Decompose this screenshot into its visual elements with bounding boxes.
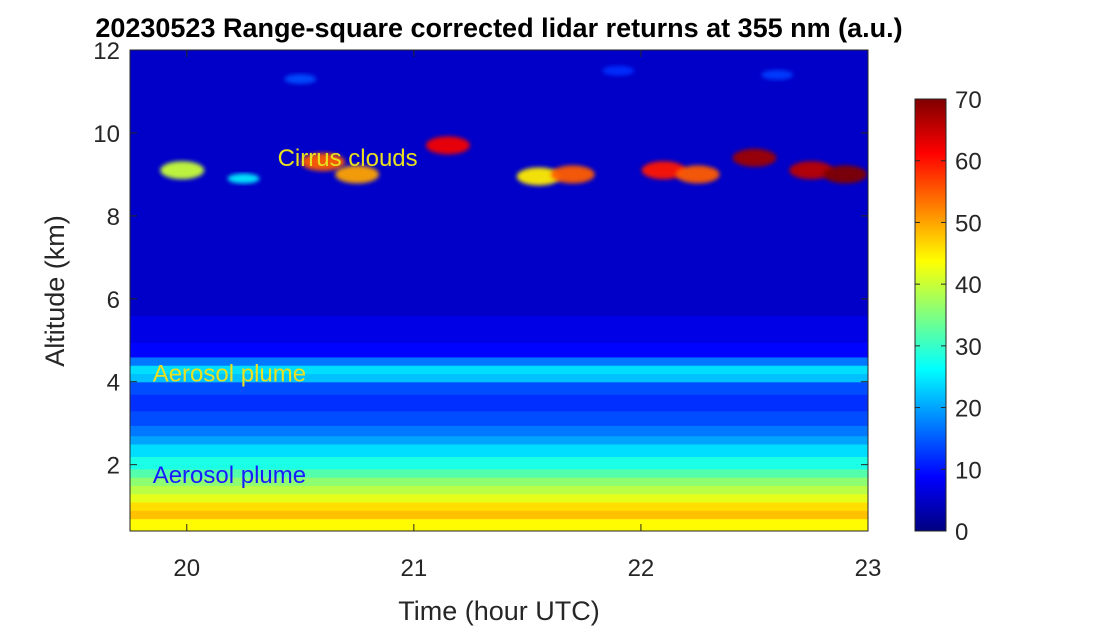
colorbar-tick-label: 70 xyxy=(955,87,982,114)
y-tick-label: 12 xyxy=(93,38,120,65)
altitude-layer xyxy=(130,365,868,375)
cirrus-patch xyxy=(227,173,260,184)
altitude-layer xyxy=(130,485,868,495)
cirrus-patch xyxy=(335,165,380,184)
x-tick-label: 23 xyxy=(855,555,882,582)
x-axis: 20 21 22 23 xyxy=(173,50,881,582)
altitude-layer xyxy=(130,381,868,395)
cirrus-patch xyxy=(301,152,346,171)
y-tick-label: 8 xyxy=(107,204,120,231)
cirrus-patch xyxy=(732,148,777,167)
cirrus-patch xyxy=(160,161,205,180)
cirrus-patch xyxy=(550,165,595,184)
altitude-layer xyxy=(130,425,868,437)
altitude-layer xyxy=(130,510,868,520)
cirrus-patch xyxy=(284,74,317,85)
altitude-layer xyxy=(130,435,868,445)
y-axis-label: Altitude (km) xyxy=(40,215,70,367)
colorbar-ticks: 0 10 20 30 40 50 60 70 xyxy=(915,87,982,546)
x-tick-label: 22 xyxy=(628,555,655,582)
altitude-layer xyxy=(130,493,868,503)
altitude-layer xyxy=(130,501,868,511)
cirrus-patches xyxy=(160,65,868,186)
y-tick-label: 4 xyxy=(107,370,120,397)
cirrus-patch xyxy=(675,165,720,184)
cirrus-patch xyxy=(516,167,561,186)
altitude-layer xyxy=(130,443,868,457)
y-tick-label: 10 xyxy=(93,121,120,148)
colorbar-tick-label: 60 xyxy=(955,149,982,176)
y-tick-label: 2 xyxy=(107,453,120,480)
colorbar: 0 10 20 30 40 50 60 70 xyxy=(914,87,982,546)
altitude-layer xyxy=(130,342,868,358)
y-axis: 2 4 6 8 10 12 xyxy=(93,38,868,480)
colorbar-scale xyxy=(914,98,947,532)
y-tick-label: 6 xyxy=(107,287,120,314)
cirrus-patch xyxy=(789,161,834,180)
cirrus-patch xyxy=(425,136,470,155)
altitude-layer xyxy=(130,50,868,93)
altitude-layer xyxy=(130,477,868,486)
colorbar-tick-label: 20 xyxy=(955,396,982,423)
x-tick-label: 20 xyxy=(173,555,200,582)
colorbar-tick-label: 40 xyxy=(955,272,982,299)
annotation-label: Aerosol plume xyxy=(153,462,306,489)
altitude-layer xyxy=(130,257,868,316)
chart-title: 20230523 Range-square corrected lidar re… xyxy=(95,13,902,43)
colorbar-tick-label: 10 xyxy=(955,457,982,484)
annotation-label: Aerosol plume xyxy=(153,360,306,387)
altitude-layer xyxy=(130,518,868,531)
altitude-layer xyxy=(130,356,868,366)
x-tick-label: 21 xyxy=(400,555,427,582)
plot-area xyxy=(130,50,868,531)
altitude-layer xyxy=(130,394,868,412)
annotation-label: Cirrus clouds xyxy=(278,145,418,172)
colorbar-tick-label: 50 xyxy=(955,210,982,237)
cirrus-patch xyxy=(823,165,868,184)
altitude-layer xyxy=(130,468,868,478)
altitude-layer xyxy=(130,315,868,343)
cirrus-patch xyxy=(761,69,794,80)
plot-frame xyxy=(129,49,869,532)
cirrus-patch xyxy=(602,65,635,76)
colorbar-tick-label: 0 xyxy=(955,519,968,546)
aerosol-layers xyxy=(130,50,868,531)
annotations: Cirrus clouds Aerosol plume Aerosol plume xyxy=(153,145,418,489)
altitude-layer xyxy=(130,410,868,426)
colorbar-tick-label: 30 xyxy=(955,334,982,361)
altitude-layer xyxy=(130,456,868,470)
cirrus-patch xyxy=(641,161,686,180)
altitude-layer xyxy=(130,373,868,383)
x-axis-label: Time (hour UTC) xyxy=(398,596,600,626)
altitude-layer xyxy=(130,174,868,258)
